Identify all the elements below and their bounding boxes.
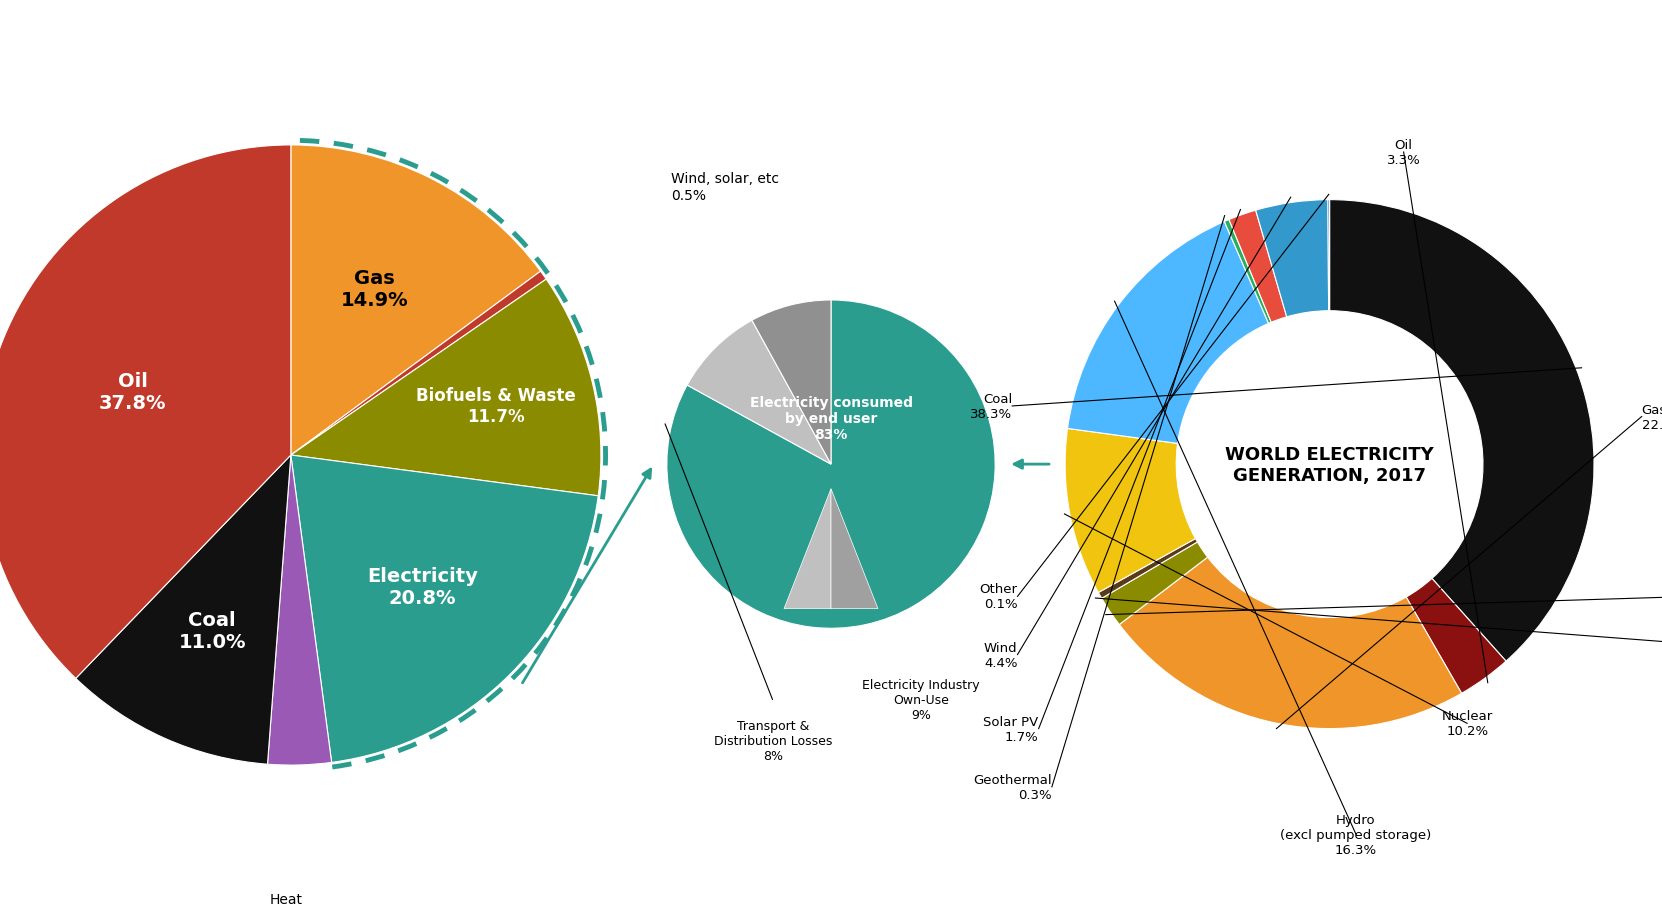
Wedge shape — [1406, 578, 1506, 693]
Wedge shape — [686, 321, 831, 465]
Text: Electricity consumed
by end user
83%: Electricity consumed by end user 83% — [750, 395, 912, 442]
Text: Heat
3.3%: Heat 3.3% — [269, 893, 304, 911]
Text: Nuclear
10.2%: Nuclear 10.2% — [1441, 710, 1492, 738]
Wedge shape — [1225, 220, 1271, 324]
Wedge shape — [1067, 222, 1268, 444]
Text: Geothermal
0.3%: Geothermal 0.3% — [974, 773, 1052, 801]
Wedge shape — [291, 271, 547, 456]
Text: Oil
3.3%: Oil 3.3% — [1386, 138, 1421, 167]
Text: Coal
38.3%: Coal 38.3% — [971, 393, 1012, 421]
Text: Biofuels & Waste
11.7%: Biofuels & Waste 11.7% — [416, 387, 575, 425]
Polygon shape — [784, 489, 831, 609]
Text: WORLD ELECTRICITY
GENERATION, 2017: WORLD ELECTRICITY GENERATION, 2017 — [1225, 445, 1434, 484]
Wedge shape — [666, 301, 996, 629]
Wedge shape — [1119, 558, 1461, 729]
Text: Solar PV
1.7%: Solar PV 1.7% — [984, 715, 1039, 742]
Wedge shape — [1102, 542, 1208, 625]
Text: Gas
14.9%: Gas 14.9% — [341, 269, 409, 310]
Text: Oil
37.8%: Oil 37.8% — [100, 372, 166, 413]
Wedge shape — [291, 456, 598, 763]
Wedge shape — [1330, 200, 1594, 661]
Text: Wind, solar, etc
0.5%: Wind, solar, etc 0.5% — [671, 172, 779, 202]
Wedge shape — [1328, 200, 1330, 312]
Text: Coal
11.0%: Coal 11.0% — [178, 610, 246, 651]
Text: Transport &
Distribution Losses
8%: Transport & Distribution Losses 8% — [715, 719, 833, 762]
Wedge shape — [0, 146, 291, 679]
Wedge shape — [1065, 429, 1195, 593]
Text: Wind
4.4%: Wind 4.4% — [984, 640, 1017, 669]
Wedge shape — [291, 280, 602, 496]
Text: Other
0.1%: Other 0.1% — [979, 583, 1017, 610]
Wedge shape — [291, 146, 540, 455]
Wedge shape — [76, 456, 291, 764]
Text: Gas
22.9%: Gas 22.9% — [1642, 403, 1662, 431]
Text: Electricity
20.8%: Electricity 20.8% — [367, 567, 479, 608]
Wedge shape — [1256, 200, 1328, 318]
Wedge shape — [268, 456, 332, 765]
Wedge shape — [751, 301, 831, 465]
Wedge shape — [1228, 211, 1286, 322]
Text: Electricity Industry
Own-Use
9%: Electricity Industry Own-Use 9% — [863, 678, 981, 721]
Polygon shape — [831, 489, 878, 609]
Wedge shape — [1099, 539, 1197, 599]
Text: Hydro
(excl pumped storage)
16.3%: Hydro (excl pumped storage) 16.3% — [1280, 813, 1431, 856]
